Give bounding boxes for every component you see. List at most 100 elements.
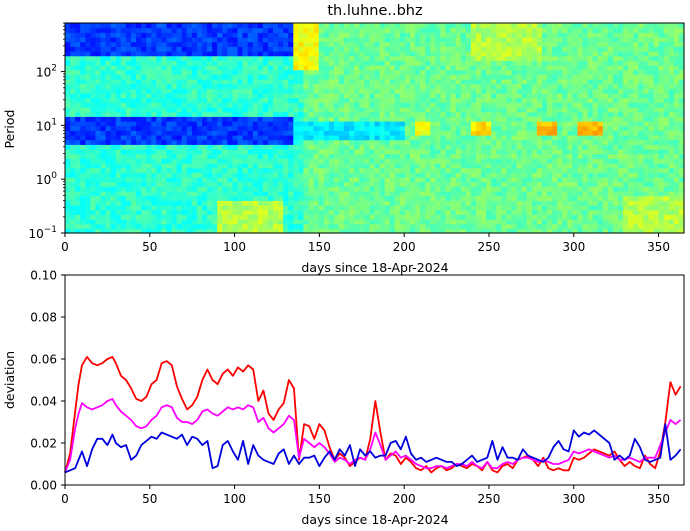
heatmap-cell [105, 153, 112, 159]
heatmap-cell [592, 186, 599, 192]
heatmap-cell [176, 158, 183, 164]
heatmap-cell [547, 158, 553, 164]
heatmap-cell [374, 163, 381, 169]
heatmap-cell [582, 163, 589, 169]
heatmap-cell [95, 181, 102, 187]
heatmap-cell [338, 37, 345, 43]
heatmap-cell [186, 125, 193, 131]
heatmap-cell [80, 219, 86, 225]
heatmap-cell [592, 139, 599, 145]
heatmap-cell [475, 135, 482, 141]
heatmap-cell [333, 130, 340, 136]
heatmap-cell [171, 51, 178, 57]
heatmap-cell [115, 228, 122, 234]
heatmap-cell [171, 46, 178, 52]
heatmap-cell [582, 102, 589, 108]
heatmap-cell [430, 186, 436, 192]
heatmap-cell [252, 135, 259, 141]
heatmap-cell [207, 163, 213, 169]
heatmap-cell [612, 130, 619, 136]
heatmap-cell [298, 79, 305, 85]
heatmap-cell [125, 191, 132, 197]
heatmap-cell [496, 27, 502, 33]
heatmap-cell [298, 32, 305, 38]
heatmap-cell [207, 228, 213, 234]
heatmap-cell [506, 214, 513, 220]
heatmap-cell [95, 93, 102, 99]
heatmap-cell [369, 181, 376, 187]
heatmap-cell [227, 107, 234, 113]
heatmap-cell [582, 93, 589, 99]
heatmap-cell [278, 69, 284, 75]
heatmap-cell [141, 144, 147, 150]
heatmap-cell [460, 153, 467, 159]
heatmap-cell [384, 191, 391, 197]
heatmap-cell [440, 93, 447, 99]
heatmap-cell [328, 158, 335, 164]
heatmap-cell [572, 83, 579, 89]
heatmap-cell [70, 223, 76, 229]
heatmap-cell [415, 121, 421, 127]
heatmap-cell [308, 107, 315, 113]
heatmap-cell [547, 223, 553, 229]
heatmap-cell [333, 181, 340, 187]
heatmap-cell [511, 60, 518, 66]
heatmap-cell [298, 135, 305, 141]
heatmap-cell [115, 27, 122, 33]
heatmap-cell [607, 51, 614, 57]
heatmap-cell [364, 172, 371, 178]
heatmap-cell [516, 181, 523, 187]
heatmap-cell [110, 60, 117, 66]
heatmap-cell [567, 200, 573, 206]
heatmap-cell [146, 181, 152, 187]
heatmap-cell [328, 83, 335, 89]
heatmap-cell [278, 27, 284, 33]
heatmap-cell [465, 186, 472, 192]
heatmap-cell [572, 139, 579, 145]
heatmap-cell [516, 130, 523, 136]
heatmap-cell [450, 144, 457, 150]
heatmap-cell [430, 27, 436, 33]
heatmap-cell [415, 107, 421, 113]
heatmap-cell [612, 139, 619, 145]
heatmap-cell [481, 116, 487, 122]
heatmap-cell [425, 116, 431, 122]
heatmap-cell [607, 27, 614, 33]
heatmap-cell [425, 37, 431, 43]
heatmap-cell [445, 69, 452, 75]
heatmap-cell [394, 125, 401, 131]
heatmap-cell [186, 186, 193, 192]
heatmap-cell [130, 116, 137, 122]
heatmap-cell [541, 167, 548, 173]
heatmap-cell [75, 32, 81, 38]
heatmap-cell [567, 37, 573, 43]
heatmap-cell [404, 130, 411, 136]
heatmap-cell [541, 209, 548, 215]
heatmap-cell [247, 41, 254, 47]
heatmap-cell [465, 83, 472, 89]
heatmap-cell [491, 46, 497, 52]
heatmap-cell [75, 191, 81, 197]
heatmap-cell [475, 186, 482, 192]
heatmap-cell [267, 214, 274, 220]
heatmap-cell [85, 65, 91, 71]
heatmap-cell [587, 41, 594, 47]
heatmap-cell [120, 125, 127, 131]
heatmap-cell [394, 195, 401, 201]
heatmap-cell [217, 27, 223, 33]
heatmap-cell [293, 181, 299, 187]
heatmap-cell [191, 181, 198, 187]
heatmap-cell [293, 32, 299, 38]
heatmap-cell [435, 195, 442, 201]
heatmap-cell [151, 200, 157, 206]
heatmap-cell [623, 97, 629, 103]
heatmap-cell [425, 111, 431, 117]
heatmap-cell [227, 149, 234, 155]
heatmap-cell [283, 158, 289, 164]
heatmap-cell [425, 172, 431, 178]
heatmap-cell [572, 167, 579, 173]
heatmap-cell [303, 186, 310, 192]
heatmap-cell [247, 163, 254, 169]
heatmap-cell [475, 144, 482, 150]
heatmap-cell [516, 186, 523, 192]
